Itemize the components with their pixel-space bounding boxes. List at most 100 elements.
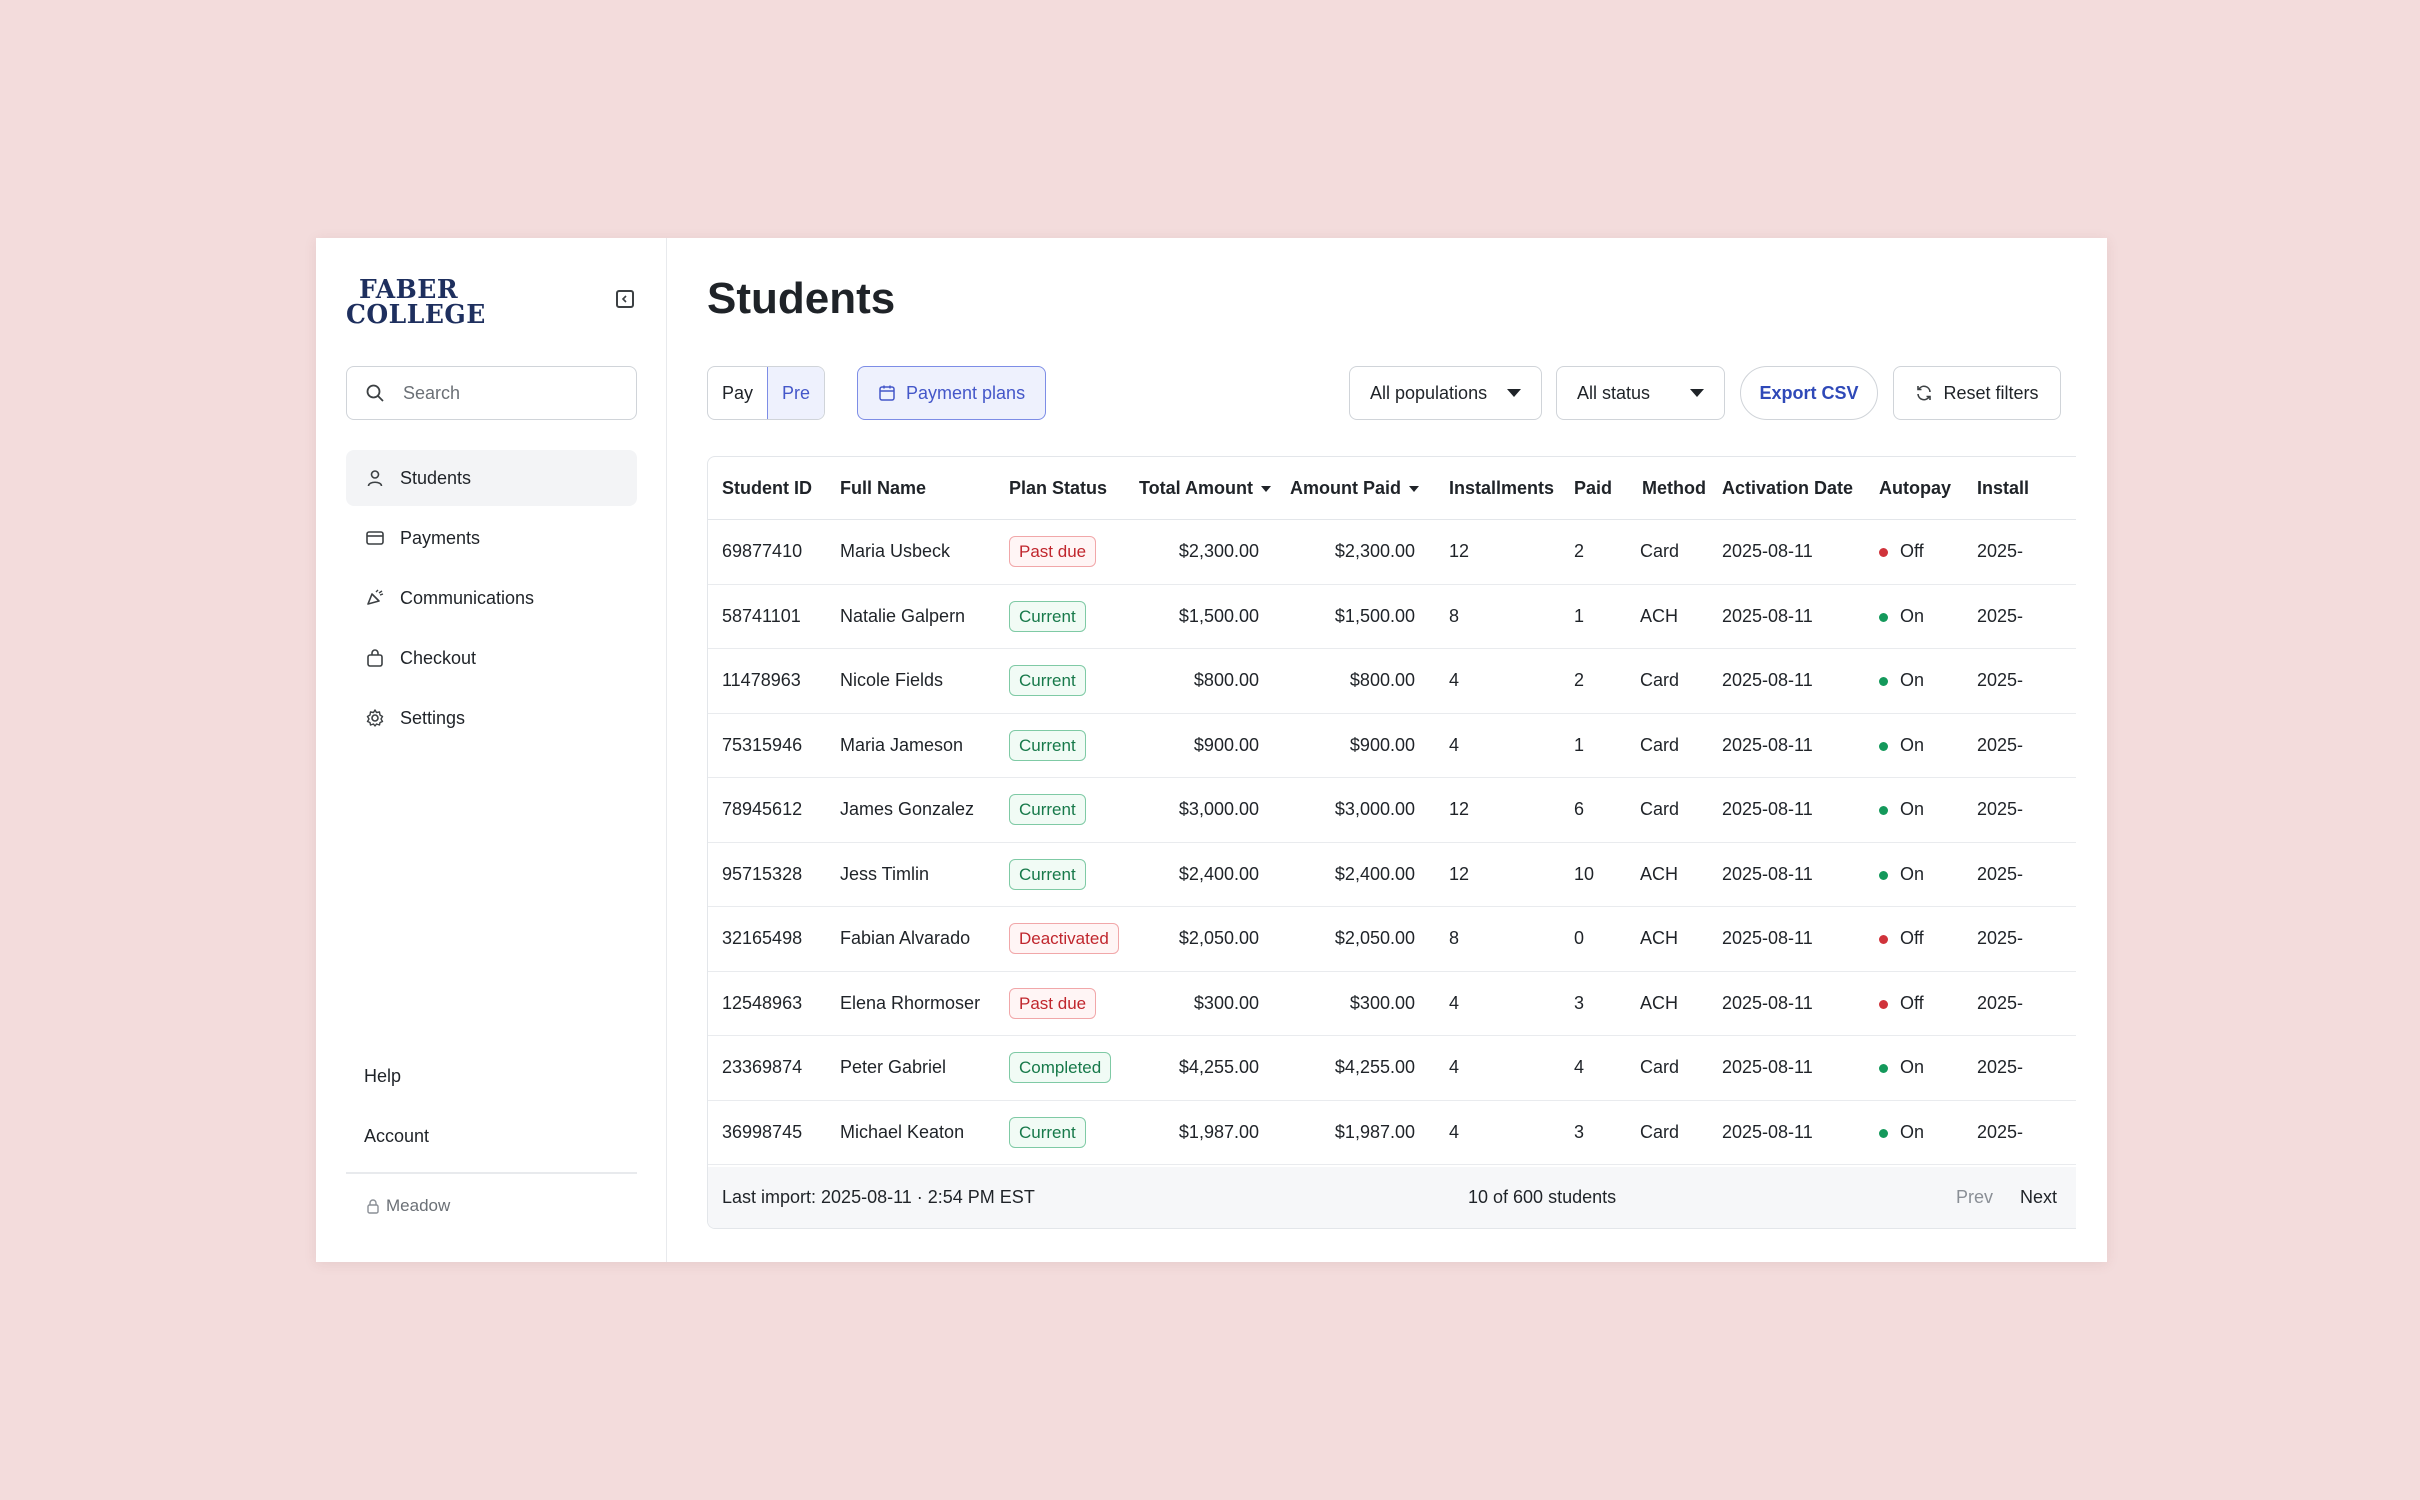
table-row[interactable]: 58741101 Natalie Galpern Current $1,500.00 $… (708, 584, 2076, 649)
table-row[interactable]: 23369874 Peter Gabriel Completed $4,255.00 $… (708, 1035, 2076, 1101)
cell-full-name[interactable]: Natalie Galpern (826, 584, 995, 649)
table-header-row: Student ID Full Name Plan Status Total A… (708, 457, 2076, 520)
sort-desc-icon[interactable] (1409, 485, 1419, 492)
help-link[interactable]: Help (364, 1065, 402, 1086)
pay-pre-toggle: Pay Pre (707, 366, 826, 420)
cell-full-name[interactable]: Elena Rhormoser (826, 971, 995, 1036)
col-method[interactable]: Method (1628, 457, 1708, 520)
cell-student-id: 23369874 (708, 1035, 826, 1101)
sidebar-item-payments[interactable]: Payments (346, 510, 637, 566)
cell-install: 2025- (1963, 713, 2076, 778)
sidebar-item-students[interactable]: Students (346, 450, 637, 506)
col-paid[interactable]: Paid (1560, 457, 1628, 520)
main-content: Students Pay Pre Payment plans All popul… (667, 238, 2107, 1262)
autopay-status-dot (1879, 870, 1888, 880)
search-box[interactable] (346, 366, 637, 420)
status-badge: Current (1009, 794, 1086, 826)
credit-card-icon (364, 527, 386, 549)
col-autopay[interactable]: Autopay (1865, 457, 1963, 520)
sidebar-item-communications[interactable]: Communications (346, 570, 637, 626)
table-row[interactable]: 78945612 James Gonzalez Current $3,000.00 $3… (708, 777, 2076, 843)
search-input[interactable] (401, 381, 605, 405)
autopay-status-dot (1879, 677, 1888, 686)
col-full-name[interactable]: Full Name (826, 457, 995, 520)
col-plan-status[interactable]: Plan Status (995, 457, 1125, 520)
sidebar-item-settings[interactable]: Settings (346, 690, 637, 746)
logo-line2: COLLEGE (346, 298, 486, 330)
search-icon (366, 384, 384, 402)
cell-student-id: 75315946 (708, 713, 826, 778)
payment-plans-button[interactable]: Payment plans (857, 366, 1047, 420)
faber-college-logo[interactable]: FABER COLLEGE (346, 276, 486, 330)
reset-filters-button[interactable]: Reset filters (1893, 366, 2061, 420)
cell-autopay: On (1865, 1100, 1963, 1165)
cell-amount-paid: $1,500.00 (1273, 584, 1429, 649)
col-amount-paid[interactable]: Amount Paid (1273, 457, 1429, 520)
lock-icon (367, 1198, 379, 1214)
cell-full-name[interactable]: James Gonzalez (826, 777, 995, 843)
cell-student-id: 69877410 (708, 519, 826, 585)
cell-paid: 0 (1560, 906, 1628, 972)
table-row[interactable]: 75315946 Maria Jameson Current $900.00 $900.… (708, 713, 2076, 778)
cell-plan-status: Current (995, 777, 1125, 843)
cell-activation-date: 2025-08-11 (1708, 1035, 1865, 1101)
autopay-value: On (1900, 670, 1925, 691)
col-activation-date[interactable]: Activation Date (1708, 457, 1865, 520)
cell-autopay: Off (1865, 519, 1963, 585)
table-row[interactable]: 69877410 Maria Usbeck Past due $2,300.00 $2,… (708, 519, 2076, 585)
cell-amount-paid: $1,987.00 (1273, 1100, 1429, 1165)
cell-full-name[interactable]: Peter Gabriel (826, 1035, 995, 1101)
cell-full-name[interactable]: Maria Usbeck (826, 519, 995, 585)
table-row[interactable]: 95715328 Jess Timlin Current $2,400.00 $2,40… (708, 842, 2076, 907)
prev-page-button[interactable]: Prev (1956, 1187, 1994, 1207)
cell-autopay: On (1865, 1035, 1963, 1101)
col-install[interactable]: Install (1963, 457, 2076, 520)
workspace-switcher[interactable]: Meadow (346, 1196, 637, 1216)
cell-method: Card (1628, 519, 1708, 585)
status-filter[interactable]: All status (1556, 366, 1725, 420)
cell-paid: 1 (1560, 713, 1628, 778)
cell-full-name[interactable]: Jess Timlin (826, 842, 995, 907)
table-row[interactable]: 32165498 Fabian Alvarado Deactivated $2,050… (708, 906, 2076, 972)
status-badge: Current (1009, 858, 1086, 890)
cell-total-amount: $1,500.00 (1125, 584, 1273, 649)
cell-activation-date: 2025-08-11 (1708, 648, 1865, 714)
col-installments[interactable]: Installments (1429, 457, 1560, 520)
cell-full-name[interactable]: Nicole Fields (826, 648, 995, 714)
cell-full-name[interactable]: Michael Keaton (826, 1100, 995, 1165)
segment-pre[interactable]: Pre (767, 367, 825, 419)
sort-desc-icon[interactable] (1260, 485, 1271, 492)
population-filter[interactable]: All populations (1349, 366, 1542, 420)
status-badge: Current (1009, 729, 1086, 761)
account-link[interactable]: Account (364, 1125, 430, 1146)
export-csv-button[interactable]: Export CSV (1740, 366, 1878, 420)
segment-pay[interactable]: Pay (722, 382, 754, 403)
cell-full-name[interactable]: Maria Jameson (826, 713, 995, 778)
cell-autopay: Off (1865, 906, 1963, 972)
cell-full-name[interactable]: Fabian Alvarado (826, 906, 995, 972)
table-row[interactable]: 12548963 Elena Rhormoser Past due $300.00 $3… (708, 971, 2076, 1036)
cell-paid: 10 (1560, 842, 1628, 907)
autopay-status-dot (1879, 999, 1888, 1009)
cell-amount-paid: $2,400.00 (1273, 842, 1429, 907)
table-row[interactable]: 36998745 Michael Keaton Current $1,987.00 $1… (708, 1100, 2076, 1165)
sidebar-item-checkout[interactable]: Checkout (346, 630, 637, 686)
autopay-status-dot (1879, 612, 1888, 622)
col-total-amount-label: Total Amount (1139, 477, 1253, 498)
col-student-id[interactable]: Student ID (708, 457, 826, 520)
cell-total-amount: $2,050.00 (1125, 906, 1273, 972)
table-row[interactable]: 11478963 Nicole Fields Current $800.00 $800.… (708, 648, 2076, 714)
cell-installments: 4 (1429, 1035, 1560, 1101)
autopay-status-dot (1879, 806, 1888, 815)
sidebar-bottom: Help Account Meadow (346, 1046, 637, 1216)
collapse-sidebar-icon[interactable] (616, 290, 634, 308)
col-total-amount[interactable]: Total Amount (1125, 457, 1273, 520)
next-page-button[interactable]: Next (2020, 1187, 2058, 1207)
cell-total-amount: $800.00 (1125, 648, 1273, 714)
cell-method: Card (1628, 648, 1708, 714)
cell-student-id: 58741101 (708, 584, 826, 649)
table-footer: Last import: 2025-08-11 · 2:54 PM EST 10… (708, 1167, 2076, 1228)
autopay-value: Off (1900, 541, 1924, 562)
cell-total-amount: $2,400.00 (1125, 842, 1273, 907)
autopay-value: On (1900, 605, 1925, 626)
